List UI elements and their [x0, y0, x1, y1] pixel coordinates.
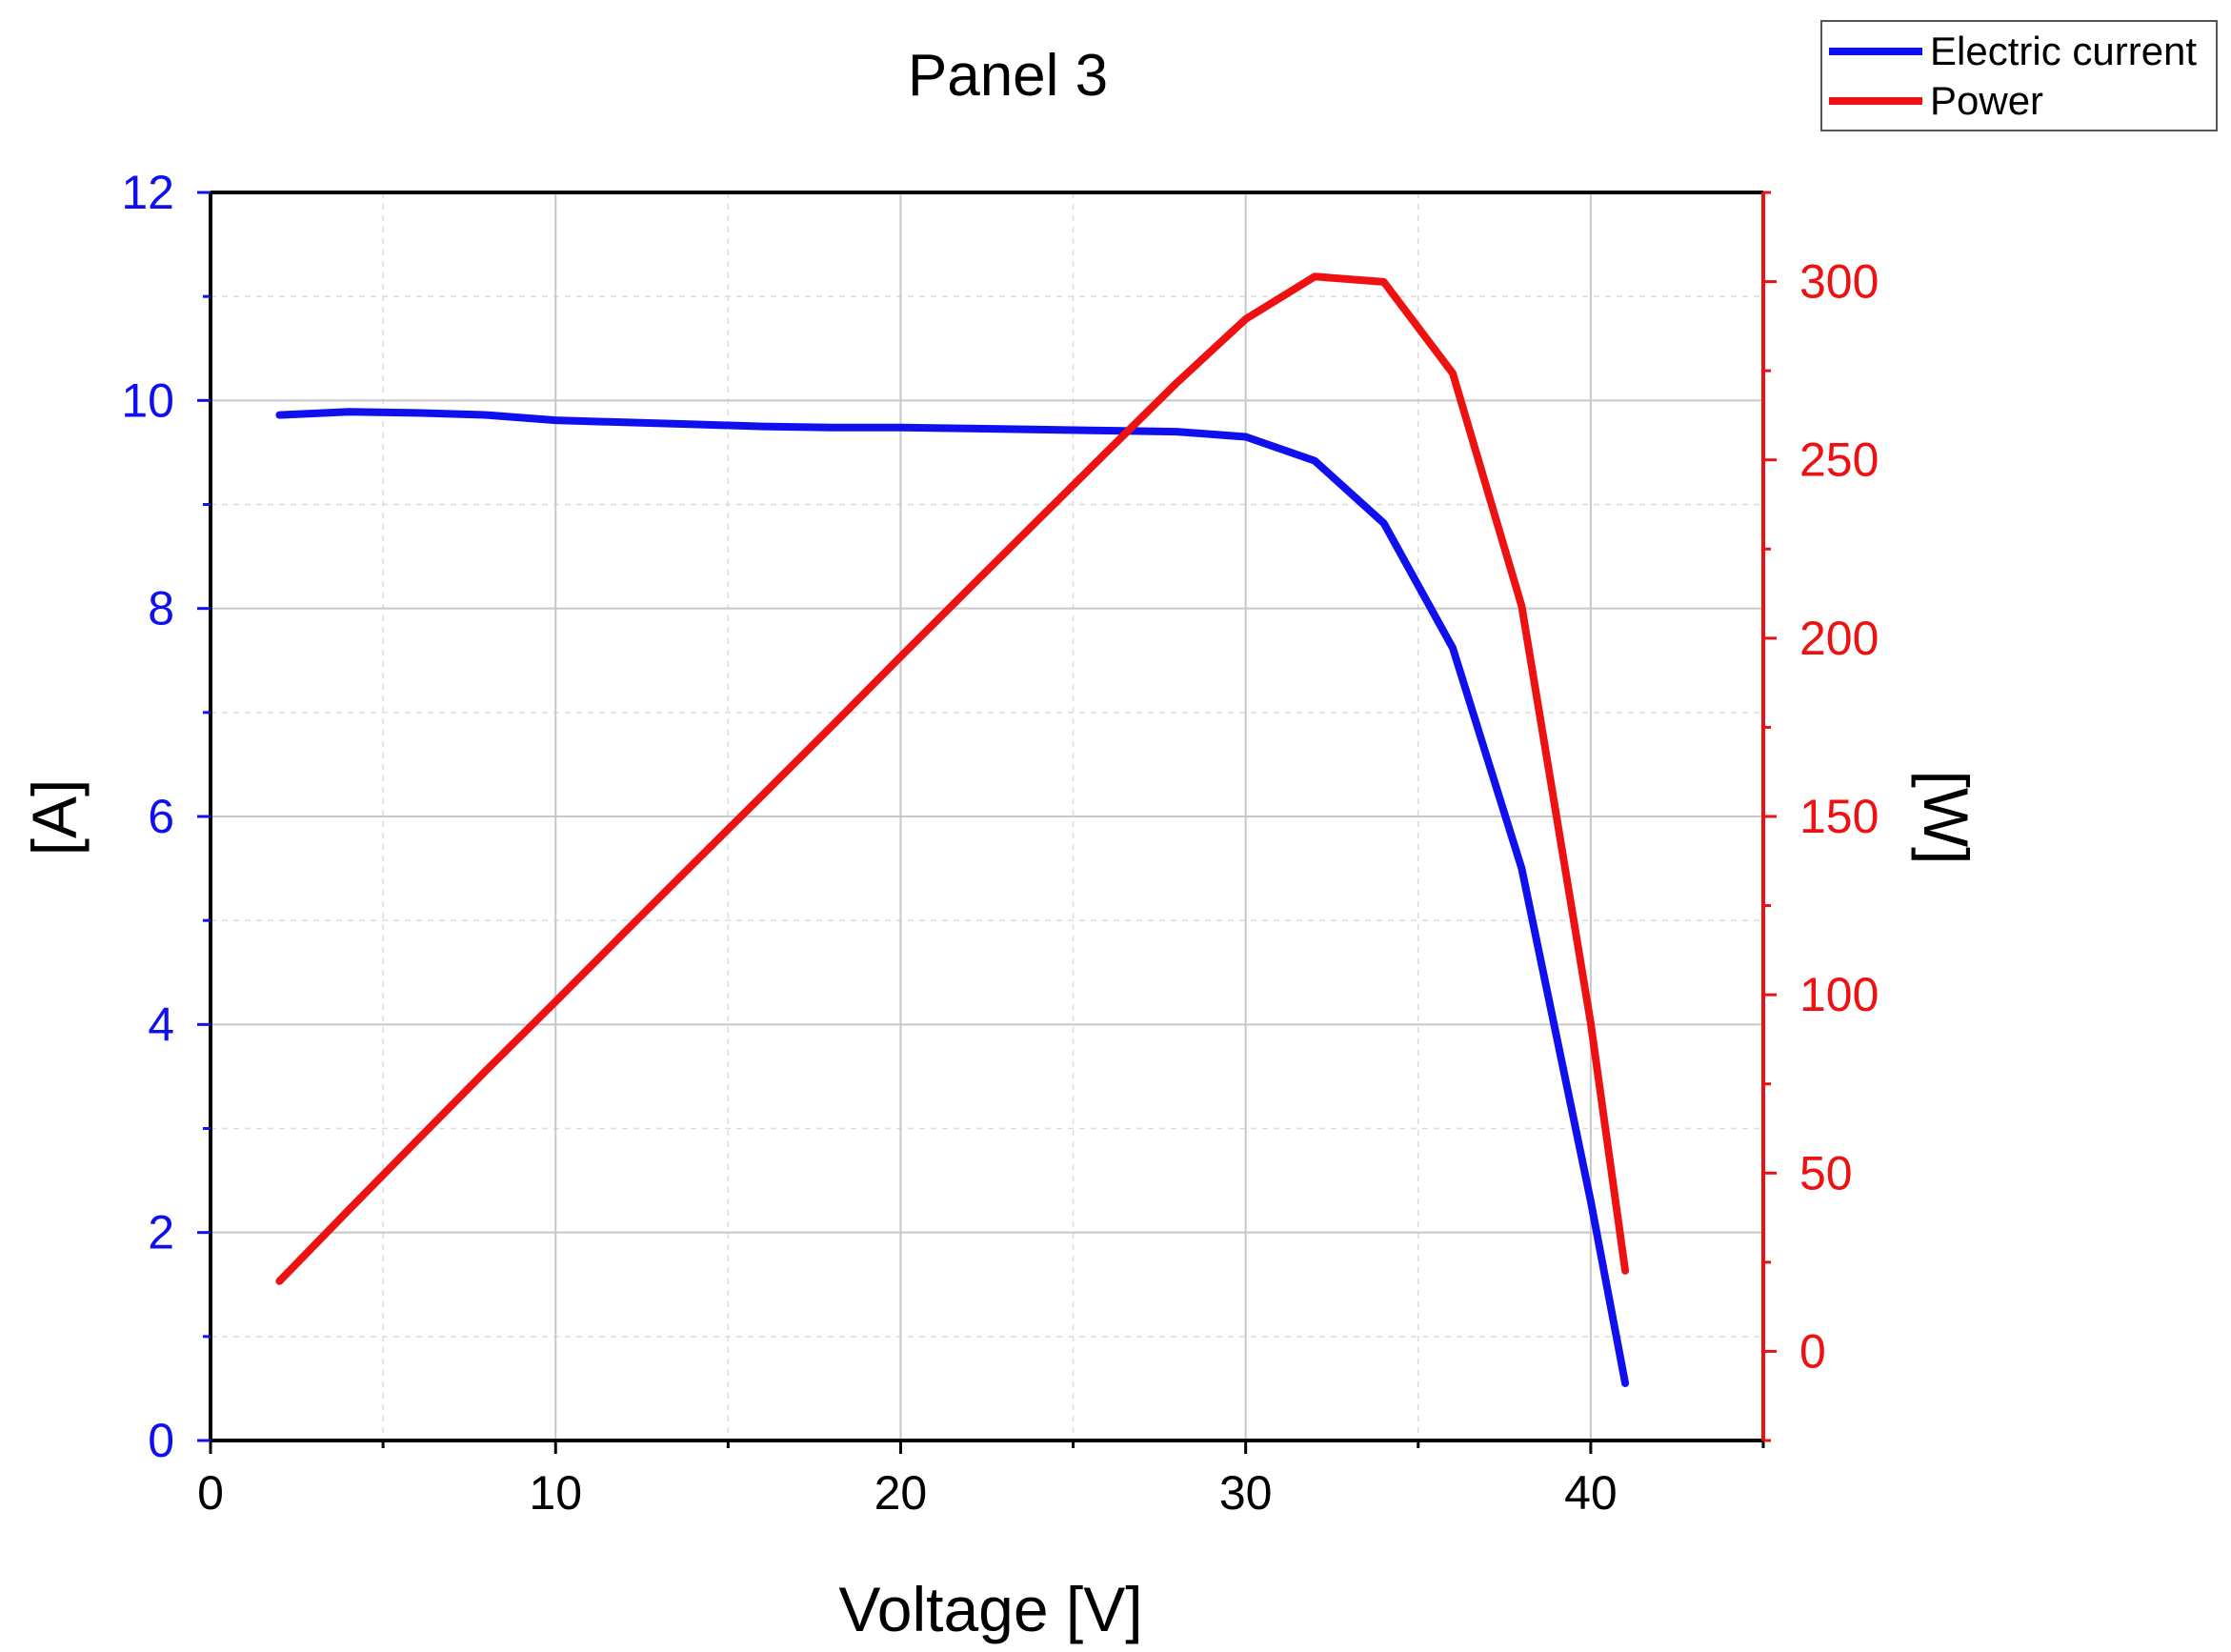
legend-label-current: Electric current [1930, 29, 2197, 73]
y-left-tick-label: 4 [148, 997, 174, 1051]
x-tick-label: 40 [1564, 1466, 1618, 1520]
x-tick-label: 30 [1219, 1466, 1273, 1520]
y-left-tick-label: 8 [148, 582, 174, 635]
y-left-tick-label: 6 [148, 790, 174, 843]
grid [211, 192, 1763, 1440]
y-left-tick-label: 0 [148, 1414, 174, 1467]
y-right-tick-label: 250 [1799, 433, 1879, 487]
y-right-tick-label: 100 [1799, 968, 1879, 1021]
y-right-tick-label: 150 [1799, 790, 1879, 843]
y-right-tick-label: 300 [1799, 255, 1879, 309]
y-left-axis-title: [A] [19, 779, 90, 856]
electric-current-line [275, 408, 1630, 1387]
y-right-tick-label: 200 [1799, 612, 1879, 665]
legend-box [1820, 20, 2218, 131]
y-right-axis-title: [W] [1911, 771, 1981, 865]
series-layer [275, 272, 1630, 1387]
legend: Electric current Power [1820, 20, 2218, 131]
x-axis-title: Voltage [V] [838, 1574, 1142, 1644]
x-tick-label: 10 [529, 1466, 582, 1520]
x-tick-label: 20 [874, 1466, 928, 1520]
axes: 0 10 20 30 40 0 2 4 6 8 10 12 0 50 100 150 200 250 300 [121, 166, 1879, 1520]
chart-title: Panel 3 [908, 43, 1108, 109]
y-left-tick-label: 2 [148, 1206, 174, 1259]
y-left-tick-label: 12 [121, 166, 174, 219]
power-line [275, 272, 1630, 1285]
y-left-tick-label: 10 [121, 373, 174, 427]
legend-label-power: Power [1930, 78, 2043, 123]
y-right-tick-label: 0 [1799, 1324, 1826, 1378]
y-right-tick-label: 50 [1799, 1146, 1853, 1199]
x-tick-label: 0 [197, 1466, 224, 1520]
